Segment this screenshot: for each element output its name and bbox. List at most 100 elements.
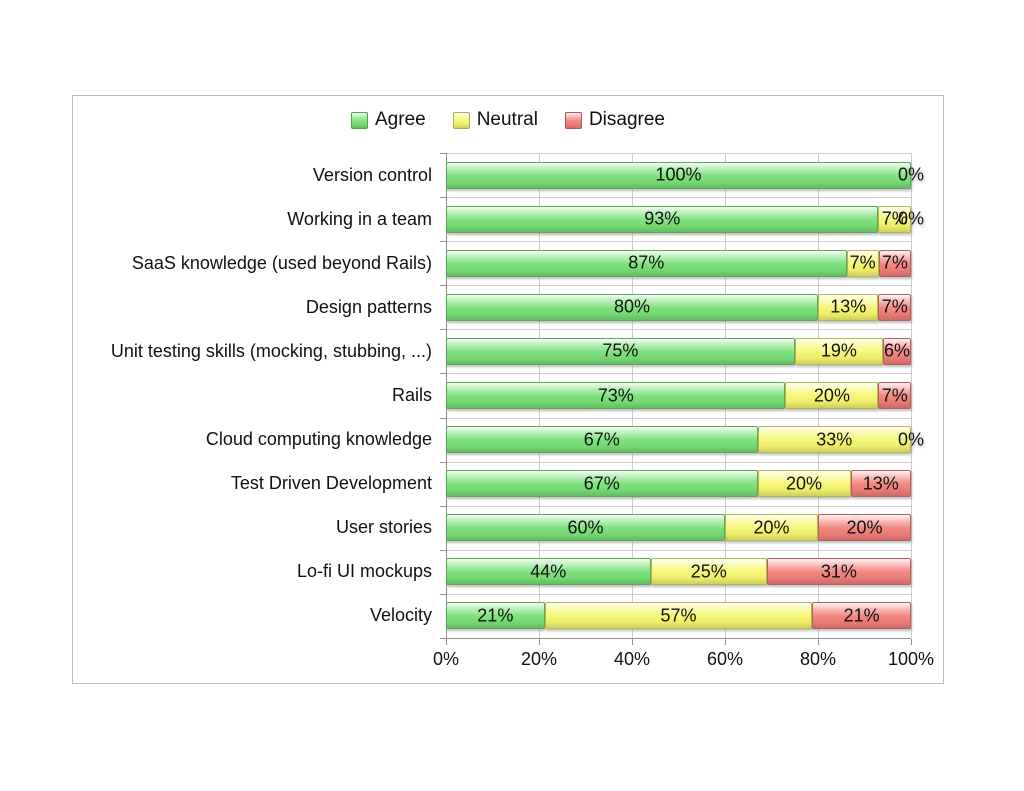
segment-value-label: 20% xyxy=(813,385,850,405)
segment-value-label-zero: 0% xyxy=(897,429,925,450)
legend-swatch-agree-icon xyxy=(351,111,368,129)
segment-value-label: 93% xyxy=(644,208,681,229)
category-label: Unit testing skills (mocking, stubbing, … xyxy=(110,340,432,361)
legend-item-neutral: Neutral xyxy=(452,109,538,131)
x-axis-tick-label: 40% xyxy=(613,649,651,669)
bar-segment-neutral: 7% xyxy=(846,249,879,277)
x-axis-tick-label: 80% xyxy=(799,649,837,669)
bar-row: 60% 20% 20% xyxy=(446,514,911,542)
bar-segment-neutral: 20% xyxy=(785,382,879,409)
gridline-horizontal xyxy=(446,285,911,286)
segment-value-label: 87% xyxy=(628,252,665,273)
gridline-horizontal xyxy=(446,241,911,242)
gridline-vertical xyxy=(911,153,912,638)
bar-segment-disagree: 7% xyxy=(878,249,911,277)
plot-area: 100% 0% 93% 7% 0% 87% 7% 7% 80% 13% 7% 75% 19% 6% 73% 2… xyxy=(440,153,924,645)
y-axis-tick-mark xyxy=(440,197,446,198)
legend-item-agree: Agree xyxy=(351,109,426,131)
segment-value-label: 20% xyxy=(786,473,823,494)
y-axis-tick-mark xyxy=(440,506,446,507)
bar-segment-agree: 44% xyxy=(446,558,651,586)
segment-value-label: 75% xyxy=(602,340,639,361)
category-label: Design patterns xyxy=(305,296,432,317)
segment-value-label: 67% xyxy=(583,429,620,450)
gridline-horizontal xyxy=(446,506,911,507)
bar-segment-agree: 73% xyxy=(446,382,786,409)
category-label: Working in a team xyxy=(287,208,432,229)
bar-row: 75% 19% 6% xyxy=(446,337,911,365)
bar-segment-agree: 67% xyxy=(446,426,758,454)
bar-segment-neutral: 7% xyxy=(878,205,911,233)
legend: Agree Neutral Disagree xyxy=(73,109,943,131)
y-axis-tick-mark xyxy=(440,594,446,595)
segment-value-label: 21% xyxy=(477,605,514,626)
gridline-horizontal xyxy=(446,329,911,330)
bar-segment-agree: 100% xyxy=(446,161,911,189)
bar-row: 67% 20% 13% xyxy=(446,470,911,498)
y-axis-tick-mark xyxy=(440,153,446,154)
bar-segment-agree: 60% xyxy=(446,514,725,542)
gridline-horizontal xyxy=(446,153,911,154)
legend-label-neutral: Neutral xyxy=(476,109,538,130)
segment-value-label: 13% xyxy=(830,296,867,317)
bar-row: 100% 0% xyxy=(446,161,924,189)
category-label: User stories xyxy=(335,517,432,538)
segment-value-label: 31% xyxy=(820,561,857,582)
segment-value-label: 20% xyxy=(846,517,883,538)
legend-label-agree: Agree xyxy=(375,109,426,130)
x-axis-tick-mark xyxy=(539,639,540,645)
legend-label-disagree: Disagree xyxy=(588,109,665,130)
legend-item-disagree: Disagree xyxy=(564,109,665,131)
y-axis-tick-mark xyxy=(440,285,446,286)
bar-segment-disagree: 6% xyxy=(883,337,911,365)
category-label: Lo-fi UI mockups xyxy=(296,561,432,582)
bar-segment-agree: 21% xyxy=(446,602,545,630)
x-axis-tick-label: 20% xyxy=(520,649,558,669)
bar-row: 93% 7% 0% xyxy=(446,205,924,233)
bar-segment-agree: 80% xyxy=(446,293,818,321)
segment-value-label: 7% xyxy=(881,208,908,229)
segment-value-label: 57% xyxy=(660,605,697,626)
bar-segment-agree: 87% xyxy=(446,249,847,277)
gridline-horizontal xyxy=(446,594,911,595)
segment-value-label: 19% xyxy=(820,340,857,361)
x-axis-tick-label: 60% xyxy=(706,649,744,669)
bar-segment-neutral: 57% xyxy=(544,602,813,630)
x-axis-tick-label: 100% xyxy=(887,649,935,669)
legend-swatch-disagree-icon xyxy=(564,111,582,129)
bar-segment-agree: 67% xyxy=(446,470,758,498)
y-axis-tick-mark xyxy=(440,638,446,639)
gridline-horizontal xyxy=(446,373,911,374)
bar-segment-neutral: 20% xyxy=(757,470,851,498)
segment-value-label: 33% xyxy=(816,429,853,450)
segment-value-label: 20% xyxy=(753,517,790,538)
bar-segment-neutral: 20% xyxy=(725,514,818,542)
bar-segment-agree: 93% xyxy=(446,205,879,233)
y-axis-tick-mark xyxy=(440,550,446,551)
segment-value-label: 60% xyxy=(567,517,604,538)
bar-row: 80% 13% 7% xyxy=(446,293,911,321)
bar-row: 44% 25% 31% xyxy=(446,558,911,586)
segment-value-label: 21% xyxy=(843,605,880,626)
bar-segment-disagree: 31% xyxy=(766,558,911,586)
bar-segment-disagree: 13% xyxy=(850,470,911,498)
x-axis-tick-mark xyxy=(818,639,819,645)
category-label: Version control xyxy=(312,164,432,185)
legend-swatch-neutral-icon xyxy=(452,111,470,129)
y-axis-tick-mark xyxy=(440,462,446,463)
y-axis-tick-mark xyxy=(440,418,446,419)
bar-row: 87% 7% 7% xyxy=(446,249,911,277)
x-axis-line xyxy=(446,638,911,639)
bar-segment-disagree: 20% xyxy=(818,514,911,542)
segment-value-label: 80% xyxy=(613,296,651,317)
x-axis-tick-mark xyxy=(911,639,912,645)
bar-row: 73% 20% 7% xyxy=(446,382,911,409)
bar-segment-disagree: 7% xyxy=(878,293,911,321)
segment-value-label-zero: 0% xyxy=(897,164,925,185)
bar-segment-agree: 75% xyxy=(446,337,795,365)
x-axis-tick-label: 0% xyxy=(432,649,460,669)
gridline-horizontal xyxy=(446,197,911,198)
bar-segment-neutral: 13% xyxy=(818,293,879,321)
bar-segment-disagree: 7% xyxy=(878,382,911,409)
segment-value-label: 73% xyxy=(597,385,634,405)
